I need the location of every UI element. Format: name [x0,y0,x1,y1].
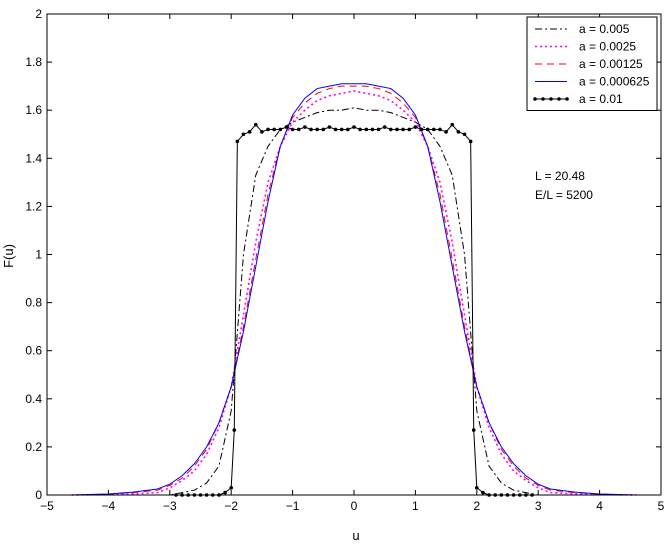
legend-label: a = 0.000625 [579,75,650,89]
legend-label: a = 0.0025 [579,40,636,54]
series-0 [71,107,637,496]
data-point [266,127,270,132]
data-point [462,132,467,137]
x-tick-label: 5 [658,499,665,513]
data-point [327,125,332,129]
data-point [303,125,307,129]
data-point [382,125,387,129]
y-tick-label: 0.6 [25,344,42,358]
data-point [481,490,485,495]
data-point [471,428,476,432]
legend-label: a = 0.005 [579,22,630,36]
data-point [229,485,233,490]
x-tick-label: −2 [224,499,238,513]
y-axis-label: F(u) [1,244,16,268]
y-tick-label: 1.8 [25,55,42,69]
data-point [419,127,424,132]
data-point [296,127,301,132]
data-point [364,127,369,132]
series-line [71,107,637,496]
y-tick-label: 2 [35,7,42,21]
data-point [309,127,313,132]
x-tick-label: 1 [412,499,419,513]
x-tick-label: −1 [286,499,300,513]
data-point [358,127,362,132]
y-tick-label: 1 [35,248,42,262]
data-point [346,127,350,132]
data-point [468,139,473,144]
x-tick-label: −4 [102,499,116,513]
y-tick-label: 0.4 [25,392,42,406]
data-point [321,127,326,132]
data-point [407,127,412,132]
annotation-l: L = 20.48 [535,169,585,183]
data-point [284,125,289,129]
data-point [290,127,295,132]
ticks: −5 −4 −3 −2 −1 0 1 2 3 4 5 0 0.2 0.4 0.6 0.8 1 1.2 1.4 1.6 1… [25,7,664,513]
data-point [315,127,319,132]
data-point [376,127,381,132]
data-point [260,130,264,134]
data-point [232,428,237,432]
legend-label: a = 0.00125 [579,57,643,71]
data-point [253,122,258,127]
legend: a = 0.005 a = 0.0025 a = 0.00125 a = 0.0006… [526,16,658,111]
data-point [438,127,442,132]
data-point [339,127,344,132]
data-point [272,127,276,132]
data-point [432,127,436,132]
annotation-el: E/L = 5200 [535,188,593,202]
data-point [247,130,252,134]
data-point [456,130,461,134]
legend-marker [565,97,569,101]
y-tick-label: 0 [35,488,42,502]
legend-marker [549,97,553,101]
data-point [223,490,227,495]
legend-marker [533,97,537,101]
data-point [425,127,430,132]
legend-marker [557,97,561,101]
y-tick-label: 0.8 [25,296,42,310]
y-tick-label: 0.2 [25,440,42,454]
x-tick-label: 3 [535,499,542,513]
data-point [413,125,418,129]
data-point [278,127,283,132]
y-tick-label: 1.4 [25,151,42,165]
series-2 [71,85,637,496]
series-3 [71,83,637,496]
y-tick-label: 1.2 [25,199,42,213]
data-point [450,122,455,127]
series-line [71,85,637,496]
data-point [241,132,246,137]
x-tick-label: 4 [596,499,603,513]
data-point [401,127,405,132]
series-line [71,90,637,496]
data-point [333,127,338,132]
legend-label: a = 0.01 [579,92,623,106]
x-tick-label: −3 [163,499,177,513]
x-axis-label: u [352,528,359,543]
data-point [475,485,479,490]
data-point [235,139,240,144]
x-tick-label: 2 [473,499,480,513]
data-point [352,125,356,129]
data-point [395,127,399,132]
y-tick-label: 1.6 [25,103,42,117]
data-point [444,130,448,134]
legend-marker [541,97,545,101]
x-tick-label: 0 [351,499,358,513]
data-point [389,127,393,132]
series-line [71,83,637,496]
data-point [370,127,375,132]
x-tick-label: −5 [40,499,54,513]
series-1 [71,90,637,496]
